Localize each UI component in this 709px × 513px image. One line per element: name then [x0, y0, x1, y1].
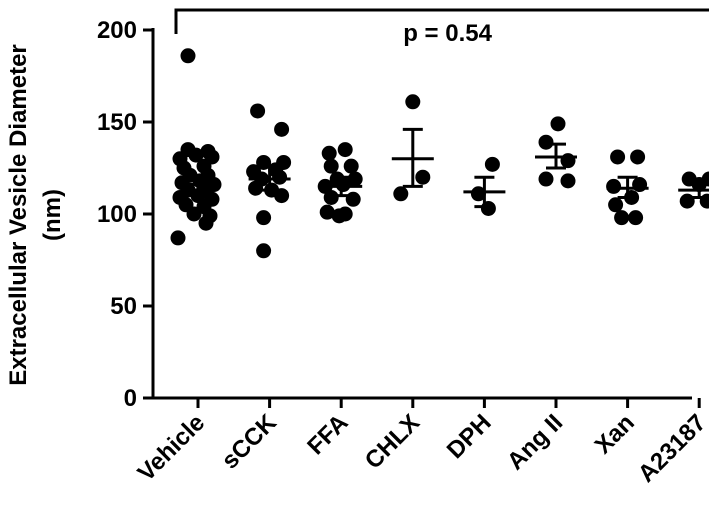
- y-ticks: 0 50 100 150 200: [97, 17, 153, 412]
- data-point: [560, 153, 576, 169]
- data-point: [335, 177, 351, 193]
- data-point: [393, 186, 409, 202]
- data-point: [560, 173, 576, 189]
- data-point: [343, 158, 359, 174]
- data-point: [323, 189, 339, 205]
- y-tick-label: 100: [97, 201, 137, 228]
- x-category-label: Vehicle: [133, 409, 211, 487]
- data-point: [405, 94, 421, 110]
- group-chlx: [391, 94, 434, 202]
- x-category-label: Xan: [590, 409, 640, 459]
- x-category-label: A23187: [633, 409, 709, 488]
- x-category-label: CHLX: [360, 409, 425, 474]
- data-point: [321, 145, 337, 161]
- data-point: [632, 177, 648, 193]
- data-point: [608, 197, 624, 213]
- data-point: [679, 193, 695, 209]
- group-ang-ii: [535, 116, 577, 189]
- y-tick-label: 150: [97, 109, 137, 136]
- group-xan: [606, 149, 649, 226]
- data-point: [256, 210, 272, 226]
- data-point: [274, 188, 290, 204]
- group-ffa: [317, 142, 363, 224]
- data-point: [186, 206, 202, 222]
- x-category-label: DPH: [442, 409, 497, 464]
- group-a23187: [678, 171, 709, 209]
- p-value-label: p = 0.54: [403, 20, 492, 47]
- y-axis-label-line-2: (nm): [39, 189, 66, 241]
- data-point: [331, 208, 347, 224]
- data-point: [274, 121, 290, 137]
- data-point: [538, 171, 554, 187]
- x-category-label: sCCK: [217, 409, 283, 475]
- x-category-label: FFA: [302, 409, 353, 460]
- data-point: [337, 142, 353, 158]
- data-point: [470, 186, 486, 202]
- x-category-label: Ang II: [502, 409, 568, 475]
- significance-bracket: p = 0.54: [174, 8, 709, 47]
- significance-bracket-line: [174, 8, 709, 34]
- data-point: [198, 215, 214, 231]
- data-point: [248, 180, 264, 196]
- data-point: [630, 149, 646, 165]
- data-point: [323, 158, 339, 174]
- data-point: [628, 210, 644, 226]
- group-scck: [246, 103, 292, 259]
- data-point: [550, 116, 566, 132]
- data-point: [606, 178, 622, 194]
- data-point: [538, 134, 554, 150]
- data-point: [415, 169, 431, 185]
- data-groups: [170, 48, 709, 259]
- data-point: [256, 243, 272, 259]
- data-point: [188, 147, 204, 163]
- data-point: [610, 149, 626, 165]
- data-point: [347, 171, 363, 187]
- y-tick-label: 50: [110, 293, 137, 320]
- data-point: [272, 169, 288, 185]
- y-axis-title: Extracellular Vesicle Diameter (nm): [5, 44, 66, 386]
- data-point: [699, 193, 709, 209]
- group-vehicle: [170, 48, 222, 246]
- y-axis-label-line-1: Extracellular Vesicle Diameter: [5, 44, 32, 386]
- data-point: [614, 210, 630, 226]
- data-point: [250, 103, 266, 119]
- data-point: [170, 230, 186, 246]
- y-tick-label: 200: [97, 17, 137, 44]
- data-point: [345, 191, 361, 207]
- y-tick-label: 0: [124, 385, 137, 412]
- data-point: [484, 156, 500, 172]
- data-point: [180, 48, 196, 64]
- group-dph: [463, 156, 506, 216]
- data-point: [319, 204, 335, 220]
